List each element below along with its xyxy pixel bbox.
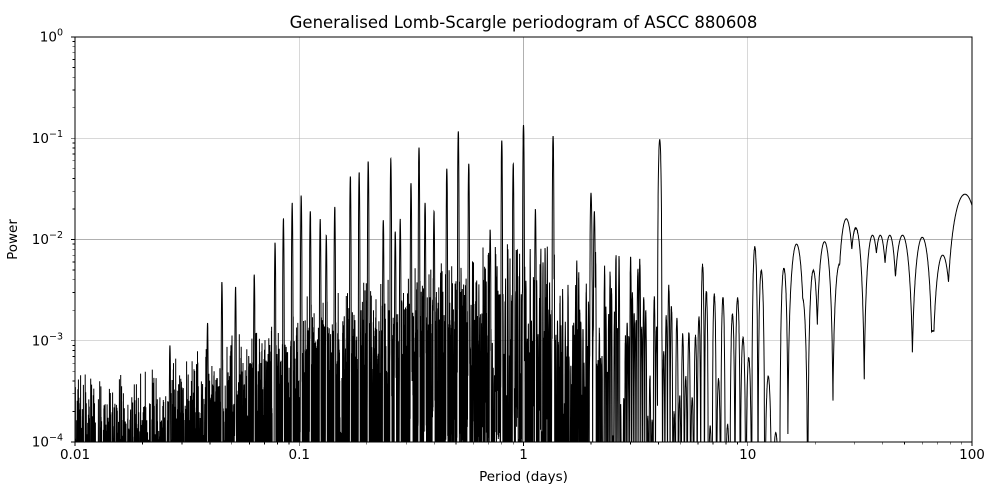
x-tick-label: 100 — [959, 447, 985, 463]
y-tick-label: 10−2 — [32, 230, 63, 248]
plot-generated-layer: 0.01 0.1 1 10 100 100 10−1 10−2 10−3 10−4 — [32, 28, 985, 464]
y-axis-label: Power — [5, 219, 21, 260]
y-tick-label: 10−3 — [32, 331, 63, 349]
x-axis-label: Period (days) — [479, 469, 568, 485]
y-tick-label: 10−4 — [32, 433, 63, 451]
x-tick-label: 10 — [739, 447, 756, 463]
periodogram-series-line — [75, 125, 972, 442]
x-tick-label: 0.1 — [289, 447, 310, 463]
x-tick-label: 0.01 — [60, 447, 90, 463]
y-tick-label: 10−1 — [32, 129, 63, 147]
x-tick-label: 1 — [519, 447, 528, 463]
chart-title: Generalised Lomb-Scargle periodogram of … — [290, 13, 758, 32]
y-tick-label: 100 — [40, 28, 63, 46]
